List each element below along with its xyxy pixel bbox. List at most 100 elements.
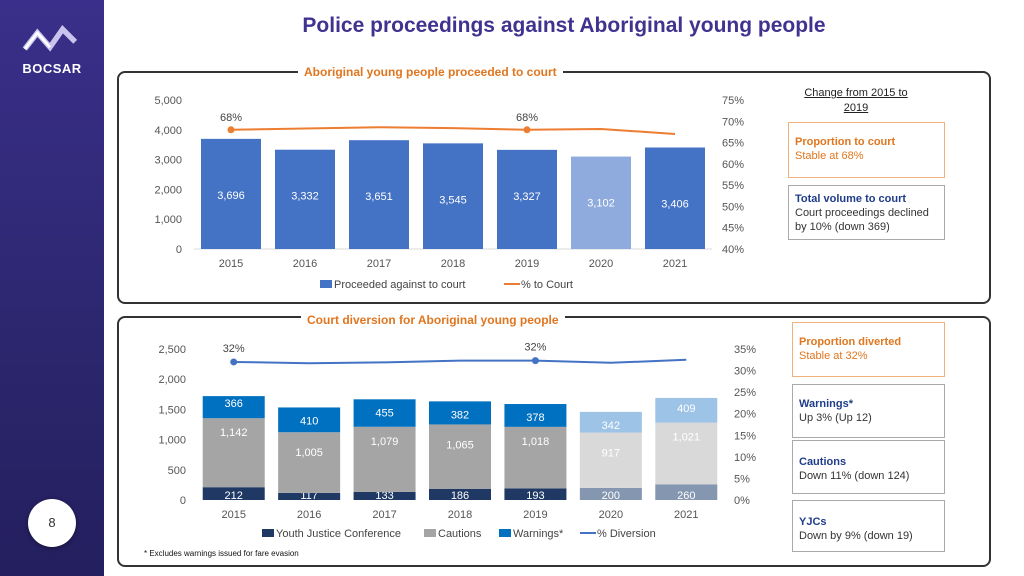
- x-tick: 2015: [221, 509, 245, 521]
- callout-total-volume-to-court: Total volume to court Court proceedings d…: [788, 185, 945, 240]
- y-right-tick: 35%: [734, 344, 756, 356]
- legend-item: Youth Justice Conference: [276, 528, 401, 540]
- y-left-tick: 2,500: [158, 344, 186, 356]
- diversion-bar-segment: [579, 487, 642, 500]
- y-left-tick: 1,000: [158, 435, 186, 447]
- legend-swatch-court: [320, 280, 332, 288]
- legend-swatch: [424, 529, 436, 537]
- callout-body: Down 11% (down 124): [799, 470, 910, 482]
- y-left-tick: 0: [180, 495, 186, 507]
- y-right-tick: 75%: [722, 95, 744, 107]
- diversion-bar-label: 1,065: [446, 439, 474, 451]
- diversion-bar-segment: [202, 487, 265, 500]
- y-left-tick: 500: [168, 465, 186, 477]
- diversion-line: [233, 358, 687, 365]
- x-tick: 2016: [297, 509, 321, 521]
- y-left-tick: 3,000: [154, 155, 182, 167]
- x-tick: 2020: [589, 258, 613, 270]
- callout-title: Total volume to court: [795, 193, 907, 205]
- diversion-bar-label: 186: [451, 490, 469, 502]
- legend-pct-court: % to Court: [521, 279, 573, 291]
- diversion-bar-label: 1,018: [522, 436, 550, 448]
- diversion-bar-label: 193: [526, 490, 544, 502]
- diversion-bar-label: 1,005: [295, 447, 323, 459]
- y-left-tick: 2,000: [154, 184, 182, 196]
- diversion-bar-segment: [579, 432, 642, 488]
- y-right-tick: 65%: [722, 138, 744, 150]
- y-right-tick: 50%: [722, 201, 744, 213]
- diversion-bar-label: 410: [300, 415, 318, 427]
- y-left-tick: 5,000: [154, 95, 182, 107]
- court-bar-label: 3,651: [365, 191, 393, 203]
- y-left-tick: 2,000: [158, 374, 186, 386]
- diversion-bar-label: 212: [225, 490, 243, 502]
- legend-swatch: [499, 529, 511, 537]
- court-line-point: [227, 126, 235, 134]
- diversion-bar-label: 1,021: [673, 432, 701, 444]
- y-left-tick: 4,000: [154, 125, 182, 137]
- diversion-bar-segment: [278, 492, 341, 500]
- callout-body: Court proceedings declined by 10% (down …: [795, 207, 929, 233]
- diversion-line-point: [230, 358, 238, 366]
- diversion-bar-segment: [429, 488, 491, 500]
- court-bar-label: 3,545: [439, 194, 467, 206]
- court-bar: [645, 147, 705, 249]
- y-right-tick: 70%: [722, 116, 744, 128]
- y-right-tick: 55%: [722, 180, 744, 192]
- bocsar-logo-icon: [22, 25, 78, 52]
- diversion-bar-label: 409: [677, 403, 695, 415]
- court-line: [230, 126, 676, 136]
- page-number: 8: [28, 499, 76, 547]
- legend-court: Proceeded against to court: [334, 279, 465, 291]
- court-bar: [497, 149, 557, 249]
- diversion-bar-segment: [504, 404, 567, 427]
- callout-title: Cautions: [799, 456, 847, 468]
- y-right-tick: 0%: [734, 495, 750, 507]
- callout-proportion-to-court: Proportion to court Stable at 68%: [788, 122, 945, 178]
- y-right-tick: 45%: [722, 223, 744, 235]
- court-bar-label: 3,327: [513, 191, 541, 203]
- diversion-bar-segment: [504, 488, 567, 500]
- diversion-bar-segment: [353, 399, 416, 427]
- court-chart-title: Aboriginal young people proceeded to cou…: [298, 65, 563, 79]
- court-bar-label: 3,406: [661, 199, 689, 211]
- court-bar: [275, 149, 335, 249]
- court-bar-label: 3,332: [291, 191, 319, 203]
- y-right-tick: 20%: [734, 409, 756, 421]
- x-tick: 2018: [448, 509, 472, 521]
- y-right-tick: 25%: [734, 387, 756, 399]
- diversion-bar-segment: [504, 426, 567, 489]
- y-right-tick: 60%: [722, 159, 744, 171]
- x-tick: 2017: [367, 258, 391, 270]
- callout-title: YJCs: [799, 516, 827, 528]
- sidebar: BOCSAR 8: [0, 0, 104, 576]
- court-bar-label: 3,696: [217, 190, 245, 202]
- diversion-bar-label: 1,079: [371, 436, 399, 448]
- diversion-bar-segment: [429, 401, 491, 425]
- callout-body: Up 3% (Up 12): [799, 412, 872, 424]
- change-label: Change from 2015 to 2019: [804, 87, 908, 114]
- callout-title: Proportion diverted: [799, 336, 902, 348]
- diversion-bar-label: 382: [451, 409, 469, 421]
- diversion-bar-segment: [202, 396, 265, 419]
- diversion-bar-segment: [429, 424, 491, 489]
- y-right-tick: 5%: [734, 473, 750, 485]
- diversion-bar-label: 260: [677, 490, 695, 502]
- x-tick: 2018: [441, 258, 465, 270]
- brand-name: BOCSAR: [22, 61, 82, 76]
- x-tick: 2021: [663, 258, 687, 270]
- diversion-line-label: 32%: [223, 343, 245, 355]
- diversion-line-label: 32%: [524, 342, 546, 354]
- diversion-bar-segment: [655, 422, 718, 485]
- callout-proportion-diverted: Proportion diverted Stable at 32%: [792, 322, 945, 377]
- diversion-bar-label: 342: [602, 420, 620, 432]
- diversion-bar-segment: [579, 411, 642, 433]
- court-bar: [423, 143, 483, 249]
- court-bar-label: 3,102: [587, 198, 615, 210]
- court-line-point: [523, 126, 531, 134]
- court-bar: [201, 138, 261, 249]
- diversion-bar-label: 917: [602, 448, 620, 460]
- court-chart: 0 1,000 2,000 3,000 4,000 5,000 40% 45% 50% 55% 60…: [154, 95, 744, 291]
- diversion-bar-label: 455: [375, 407, 393, 419]
